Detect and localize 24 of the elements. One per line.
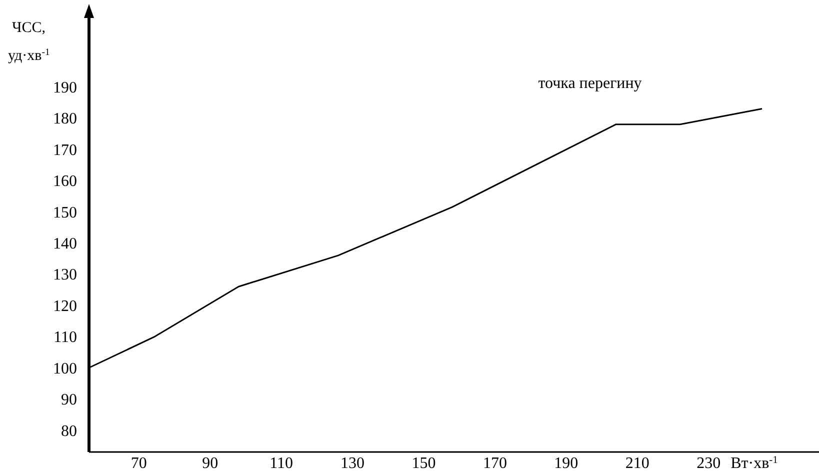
y-tick-label: 140: [53, 236, 77, 253]
y-tick-label: 130: [53, 266, 77, 284]
y-tick-label: 80: [61, 422, 77, 440]
x-tick-label: 150: [412, 455, 436, 471]
x-tick-label: 90: [202, 455, 218, 471]
x-axis-title: Вт·хв$^{-1}$: [730, 454, 778, 471]
y-tick-label: 100: [53, 360, 77, 378]
y-axis-title: ЧСС, уд·хв$^{-1}$: [8, 20, 50, 64]
annotation: точка перегину: [538, 75, 642, 92]
y-tick-label: 170: [53, 142, 77, 159]
x-tick-label: 210: [625, 455, 650, 471]
x-tick-label: 130: [340, 455, 365, 471]
x-tick-label: 190: [554, 455, 578, 471]
y-tick-label: 160: [53, 173, 77, 190]
y-tick-label: 90: [61, 392, 77, 409]
x-tick-label: 70: [130, 455, 147, 471]
x-tick-label: 170: [482, 455, 507, 471]
y-tick-label: 120: [53, 298, 77, 315]
y-tick-label: 150: [53, 204, 77, 222]
y-tick-label: 110: [54, 329, 77, 346]
x-tick-label: 110: [270, 455, 293, 471]
x-tick-label: 230: [696, 455, 721, 471]
y-tick-label: 190: [53, 79, 77, 96]
y-tick-label: 180: [53, 110, 77, 128]
